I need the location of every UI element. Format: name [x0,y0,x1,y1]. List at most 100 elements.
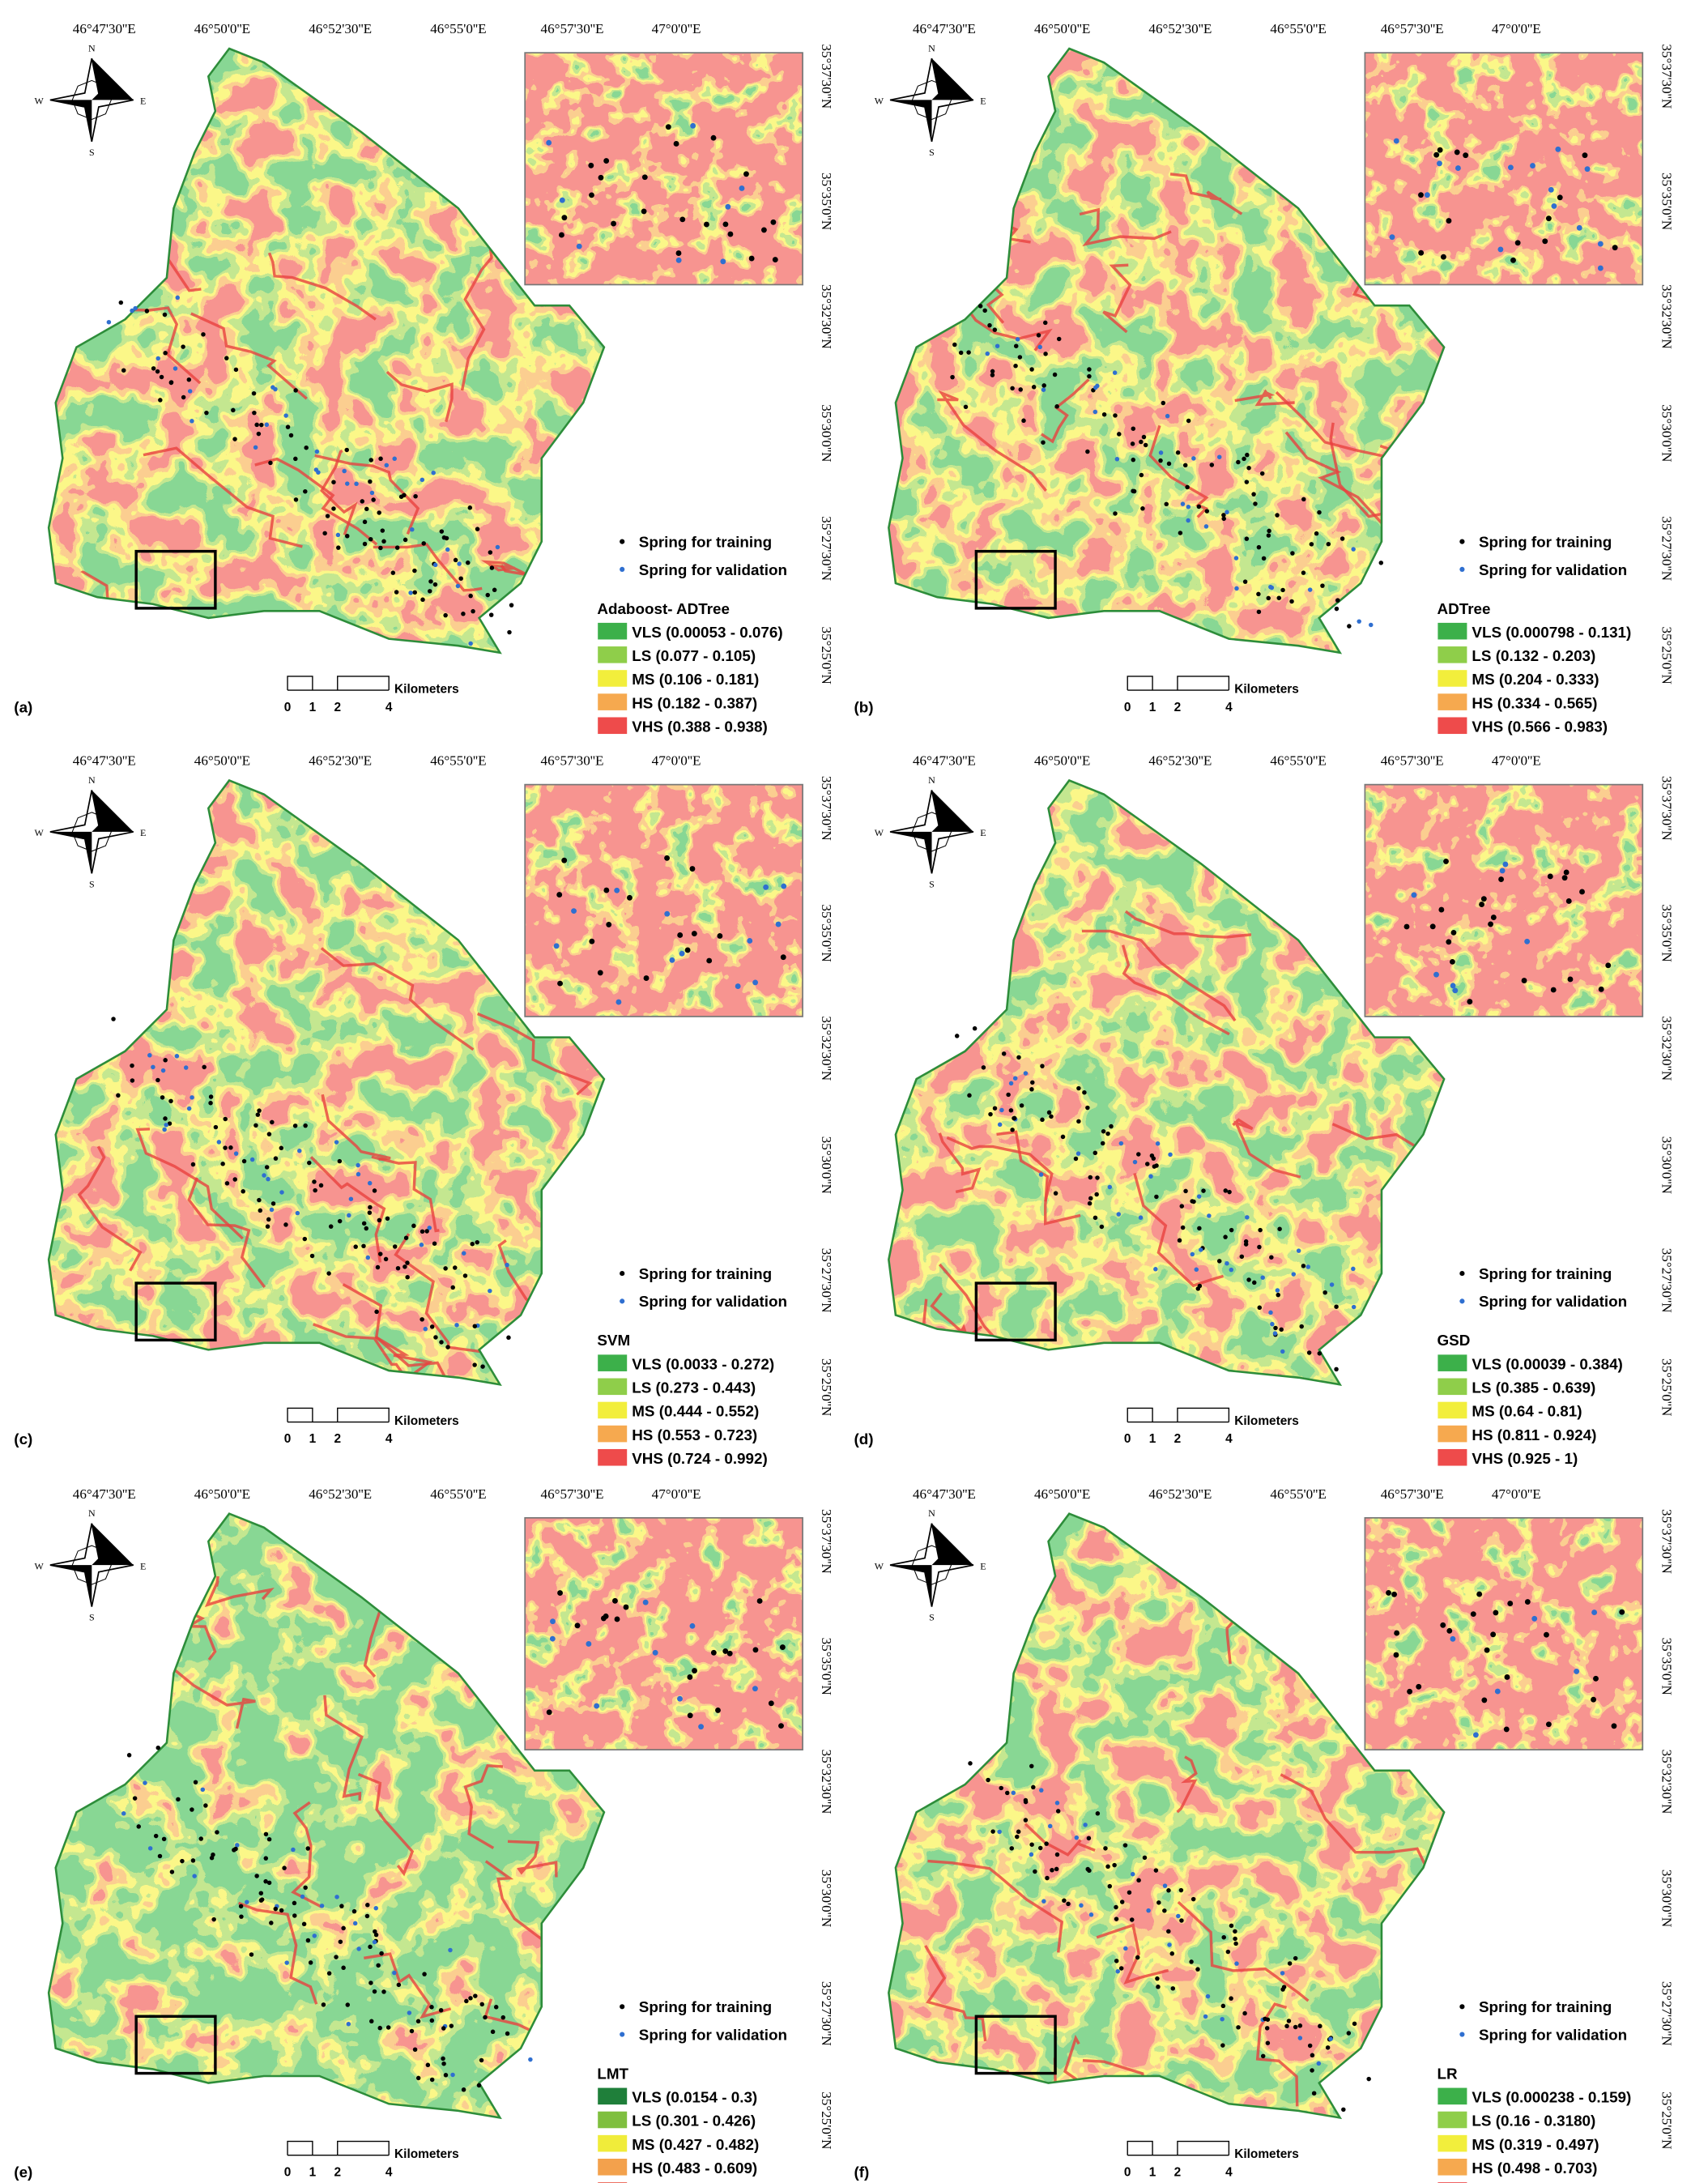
spring-point [285,424,291,429]
legend-swatch [596,1424,628,1444]
compass-letter: E [140,1560,146,1571]
spring-point [390,570,396,575]
spring-point [291,1847,296,1853]
spring-point [1015,337,1020,342]
latitude-label: 35°32'30''N [1659,1750,1674,1814]
spring-point [1148,1174,1153,1179]
inset-spring [706,957,713,964]
drainage-line [342,1283,449,1383]
inset-spring [1591,1610,1598,1615]
panel: 46°47'30''E 46°50'0''E 46°52'30''E 46°55'0'… [854,1486,1674,2183]
spring-point [300,1894,305,1899]
inset-spring [586,1641,592,1647]
legend-swatch [1436,2109,1469,2130]
spring-point [181,394,186,400]
inset-spring [1490,1631,1497,1638]
spring-point [1190,1251,1195,1257]
inset-spring [1393,1652,1399,1658]
spring-point [126,1753,132,1758]
spring-point [1119,1899,1125,1904]
inset-spring [1470,1611,1476,1618]
drainage-line [1121,944,1230,1036]
spring-point [259,422,264,428]
spring-point [1023,1797,1029,1803]
scale-bar [287,1407,390,1423]
inset-spring [589,192,594,198]
spring-point [1293,1955,1298,1961]
inset-spring [557,1590,563,1596]
latitude-label: 35°27'30''N [1659,516,1674,581]
inset-spring [1507,164,1514,171]
spring-point [254,1874,259,1878]
spring-point [1317,1351,1323,1356]
legend-validation-marker [620,2032,625,2037]
compass-letter: W [875,1560,884,1571]
spring-point [1060,1134,1066,1140]
spring-point [441,2061,446,2066]
spring-point [454,1323,459,1328]
inset-spring [1440,254,1446,260]
spring-point [429,2005,434,2010]
inset-spring [1493,1610,1499,1616]
spring-point [1093,385,1098,390]
inset-spring [1561,875,1568,881]
basin-outline [47,47,606,654]
spring-point [111,1017,116,1021]
spring-point [1270,1321,1275,1327]
inset-spring [1524,1599,1531,1605]
spring-point [367,1210,373,1215]
spring-point [167,1121,173,1126]
spring-point [395,1265,401,1271]
spring-point [1229,1267,1234,1273]
spring-point [245,1899,249,1904]
spring-point [337,1218,343,1224]
spring-point [415,2019,421,2024]
spring-point [158,398,163,403]
legend-swatch [1436,1353,1469,1373]
inset-spring [704,221,709,228]
spring-point [1256,544,1262,550]
spring-point [1033,1869,1037,1874]
spring-point [1201,1188,1206,1193]
spring-point [1352,2021,1357,2027]
spring-point [269,1921,274,1925]
inset-spring [1510,257,1516,263]
inset-map [1365,53,1643,285]
legend-swatch [596,692,628,712]
spring-point [1220,2043,1225,2048]
legend-validation: Spring for validation [639,561,787,578]
inset-spring [727,231,734,237]
basin-outline [888,778,1446,1386]
spring-point [1040,1064,1045,1068]
spring-point [283,413,288,418]
spring-point [1245,452,1250,458]
spring-point [988,1111,993,1117]
spring-point [489,565,495,570]
inset-spring [1393,138,1399,144]
spring-point [1277,1226,1282,1231]
inset-spring [652,1649,658,1656]
spring-point [412,590,417,595]
spring-point [1076,1085,1081,1091]
spring-point [500,2015,506,2020]
spring-point [335,532,341,538]
latitude-label: 35°30'0''N [1659,1136,1674,1194]
spring-point [1169,1951,1175,1956]
inset-map [525,784,803,1017]
spring-point [362,541,368,547]
spring-point [1012,1115,1017,1121]
spring-point [1260,1275,1265,1280]
legend-training: Spring for training [1479,1998,1612,2015]
spring-point [1257,1244,1262,1250]
spring-point [1162,1883,1168,1888]
basin-outline [47,778,606,1386]
spring-point [1334,606,1340,612]
longitude-label: 46°57'30''E [1381,753,1444,769]
latitude-label: 35°35'0''N [819,904,834,961]
spring-point [1197,1226,1202,1231]
spring-point [1095,1811,1101,1816]
scale-tick: 1 [1149,701,1156,714]
spring-point [1131,1871,1135,1877]
spring-point [1301,1264,1306,1268]
latitude-label: 35°35'0''N [1659,173,1674,230]
